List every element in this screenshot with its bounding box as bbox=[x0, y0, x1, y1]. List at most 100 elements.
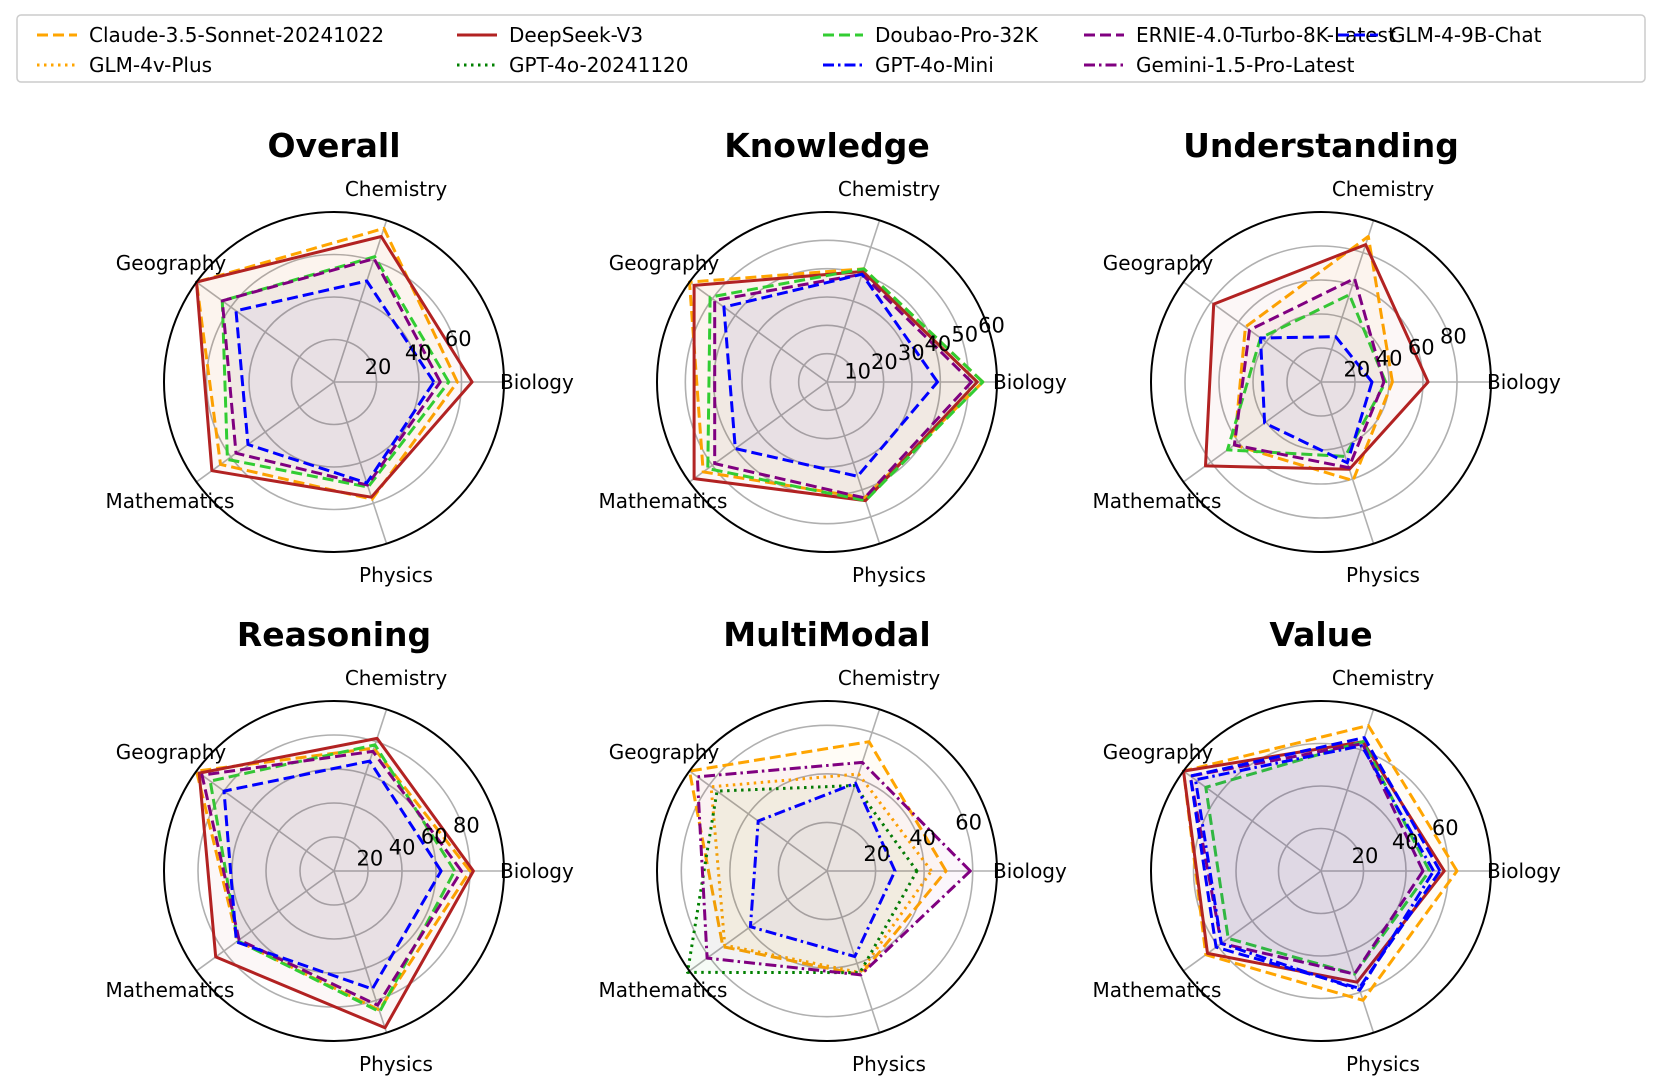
legend-entry-ernie-4-0-turbo-8k-latest: ERNIE-4.0-Turbo-8K-Latest bbox=[1084, 23, 1396, 47]
spoke-mathematics bbox=[688, 870, 828, 972]
tick-label: 20 bbox=[863, 842, 890, 866]
axis-label-chemistry: Chemistry bbox=[1332, 666, 1434, 690]
tick-label: 40 bbox=[909, 826, 936, 850]
chart-title-value: Value bbox=[1269, 615, 1372, 654]
series-line-deepseek-v3 bbox=[195, 235, 474, 499]
spoke-chemistry bbox=[333, 220, 388, 383]
spoke-physics bbox=[826, 381, 881, 544]
axis-label-geography: Geography bbox=[116, 251, 227, 275]
tick-label: 40 bbox=[389, 836, 416, 860]
axis-label-chemistry: Chemistry bbox=[838, 666, 940, 690]
spoke-chemistry bbox=[333, 709, 388, 872]
axis-label-physics: Physics bbox=[359, 1052, 433, 1076]
legend-entry-glm-4v-plus: GLM-4v-Plus bbox=[37, 53, 212, 77]
axis-label-physics: Physics bbox=[852, 1052, 926, 1076]
series-line-doubao-pro-32k bbox=[706, 267, 985, 503]
spoke-geography bbox=[688, 281, 828, 383]
axis-label-geography: Geography bbox=[609, 251, 720, 275]
tick-label: 40 bbox=[405, 341, 432, 365]
spoke-chemistry bbox=[826, 220, 881, 383]
spoke-mathematics bbox=[195, 870, 335, 972]
axis-label-biology: Biology bbox=[1487, 859, 1561, 883]
series-line-deepseek-v3 bbox=[1182, 740, 1446, 984]
tick-label: 60 bbox=[1432, 816, 1459, 840]
axis-label-chemistry: Chemistry bbox=[345, 177, 447, 201]
tick-label: 40 bbox=[1392, 830, 1419, 854]
outer-frame bbox=[163, 700, 505, 1042]
axis-label-biology: Biology bbox=[500, 370, 574, 394]
axis-label-mathematics: Mathematics bbox=[599, 978, 728, 1002]
tick-label: 80 bbox=[453, 813, 480, 837]
tick-label: 40 bbox=[1376, 347, 1403, 371]
series-line-glm-4-9b-chat bbox=[234, 279, 436, 485]
spoke-physics bbox=[826, 870, 881, 1033]
tick-label: 20 bbox=[871, 350, 898, 374]
axis-label-mathematics: Mathematics bbox=[106, 978, 235, 1002]
series-line-ernie-4-0-turbo-8k-latest bbox=[713, 272, 973, 500]
axis-label-mathematics: Mathematics bbox=[1093, 978, 1222, 1002]
legend-entry-glm-4-9b-chat: GLM-4-9B-Chat bbox=[1338, 23, 1542, 47]
series-line-deepseek-v3 bbox=[197, 736, 475, 1030]
axis-label-chemistry: Chemistry bbox=[345, 666, 447, 690]
chart-title-multimodal: MultiModal bbox=[723, 615, 930, 654]
outer-frame bbox=[656, 211, 998, 553]
legend-label-gpt-4o-mini: GPT-4o-Mini bbox=[875, 53, 994, 77]
axis-label-geography: Geography bbox=[1103, 251, 1214, 275]
spoke-physics bbox=[333, 381, 388, 544]
outer-frame bbox=[656, 700, 998, 1042]
chart-title-knowledge: Knowledge bbox=[724, 126, 930, 165]
series-line-gpt-4o-mini bbox=[748, 781, 897, 958]
axis-label-geography: Geography bbox=[609, 740, 720, 764]
radar-chart-multimodal: MultiModal 20 40 60 Biology Chemistry Geograph… bbox=[599, 615, 1067, 1076]
spoke-physics bbox=[1320, 870, 1375, 1033]
spoke-geography bbox=[195, 281, 335, 383]
axis-label-mathematics: Mathematics bbox=[599, 489, 728, 513]
series-line-glm-4-9b-chat bbox=[722, 272, 939, 478]
spoke-chemistry bbox=[1320, 220, 1375, 383]
axis-label-biology: Biology bbox=[993, 859, 1067, 883]
series-line-ernie-4-0-turbo-8k-latest bbox=[1188, 742, 1425, 976]
series-line-glm-4-9b-chat bbox=[1259, 335, 1374, 465]
tick-label: 20 bbox=[1344, 358, 1371, 382]
axis-label-physics: Physics bbox=[1346, 1052, 1420, 1076]
series-line-ernie-4-0-turbo-8k-latest bbox=[200, 749, 463, 1007]
series-line-doubao-pro-32k bbox=[220, 255, 451, 489]
tick-label: 50 bbox=[951, 323, 978, 347]
series-line-ernie-4-0-turbo-8k-latest bbox=[220, 257, 442, 487]
series-line-gemini-1-5-pro-latest bbox=[695, 760, 972, 977]
series-line-gpt-4o-mini bbox=[1194, 744, 1436, 992]
tick-label: 20 bbox=[1352, 844, 1379, 868]
series-line-glm-4-9b-chat bbox=[222, 759, 443, 991]
legend-label-deepseek-v3: DeepSeek-V3 bbox=[509, 23, 643, 47]
chart-title-understanding: Understanding bbox=[1183, 126, 1459, 165]
axis-label-chemistry: Chemistry bbox=[838, 177, 940, 201]
spoke-geography bbox=[195, 770, 335, 872]
chart-title-reasoning: Reasoning bbox=[237, 615, 431, 654]
axis-label-biology: Biology bbox=[1487, 370, 1561, 394]
radar-chart-overall: Overall 20 40 60 Biology Chemistry Geography Ma… bbox=[106, 126, 574, 587]
legend-label-gpt-4o-20241120: GPT-4o-20241120 bbox=[509, 53, 689, 77]
legend-entry-gemini-1-5-pro-latest: Gemini-1.5-Pro-Latest bbox=[1084, 53, 1355, 77]
axis-label-mathematics: Mathematics bbox=[1093, 489, 1222, 513]
legend-frame bbox=[16, 14, 1646, 83]
tick-label: 20 bbox=[365, 355, 392, 379]
spoke-chemistry bbox=[826, 709, 881, 872]
chart-title-overall: Overall bbox=[267, 126, 400, 165]
series-line-ernie-4-0-turbo-8k-latest bbox=[1232, 277, 1386, 470]
legend-label-claude-3-5-sonnet-20241022: Claude-3.5-Sonnet-20241022 bbox=[89, 23, 384, 47]
tick-label: 10 bbox=[844, 360, 871, 384]
legend-entry-doubao-pro-32k: Doubao-Pro-32K bbox=[823, 23, 1039, 47]
radar-chart-understanding: Understanding 20 40 60 80 Biology Chemistry Geo… bbox=[1093, 126, 1561, 587]
spoke-mathematics bbox=[688, 381, 828, 483]
axis-label-physics: Physics bbox=[852, 563, 926, 587]
outer-frame bbox=[1150, 700, 1492, 1042]
axis-label-geography: Geography bbox=[1103, 740, 1214, 764]
tick-label: 60 bbox=[978, 313, 1005, 337]
legend-entry-gpt-4o-20241120: GPT-4o-20241120 bbox=[457, 53, 689, 77]
tick-label: 60 bbox=[421, 825, 448, 849]
radar-chart-knowledge: Knowledge 10 20 30 40 50 60 Biology Chemistry Geo… bbox=[599, 126, 1067, 587]
axis-label-geography: Geography bbox=[116, 740, 227, 764]
spoke-geography bbox=[1182, 281, 1322, 383]
tick-label: 20 bbox=[357, 847, 384, 871]
